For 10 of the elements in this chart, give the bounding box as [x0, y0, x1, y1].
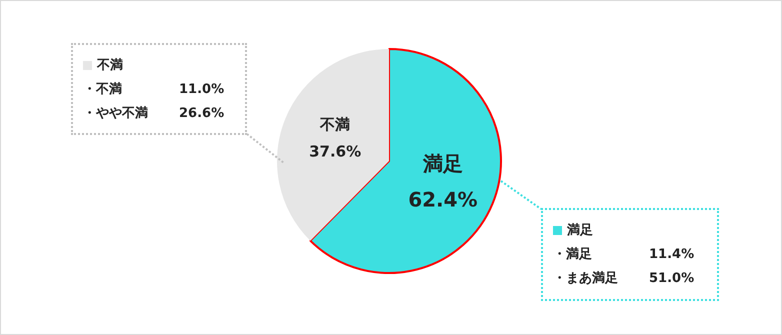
text: ・満足 11.4%: [553, 246, 694, 262]
text: 不満: [97, 57, 123, 74]
text: ・やや不満 26.6%: [83, 106, 224, 121]
slice-label: 満足: [422, 151, 463, 176]
text: ・まあ満足 51.0%: [553, 270, 694, 286]
text: ・不満 11.0%: [83, 82, 224, 97]
data-label: 62.4%: [408, 187, 478, 212]
slice-label: 不満: [319, 115, 350, 134]
text: 満足: [567, 222, 593, 239]
data-label: 37.6%: [309, 142, 362, 160]
